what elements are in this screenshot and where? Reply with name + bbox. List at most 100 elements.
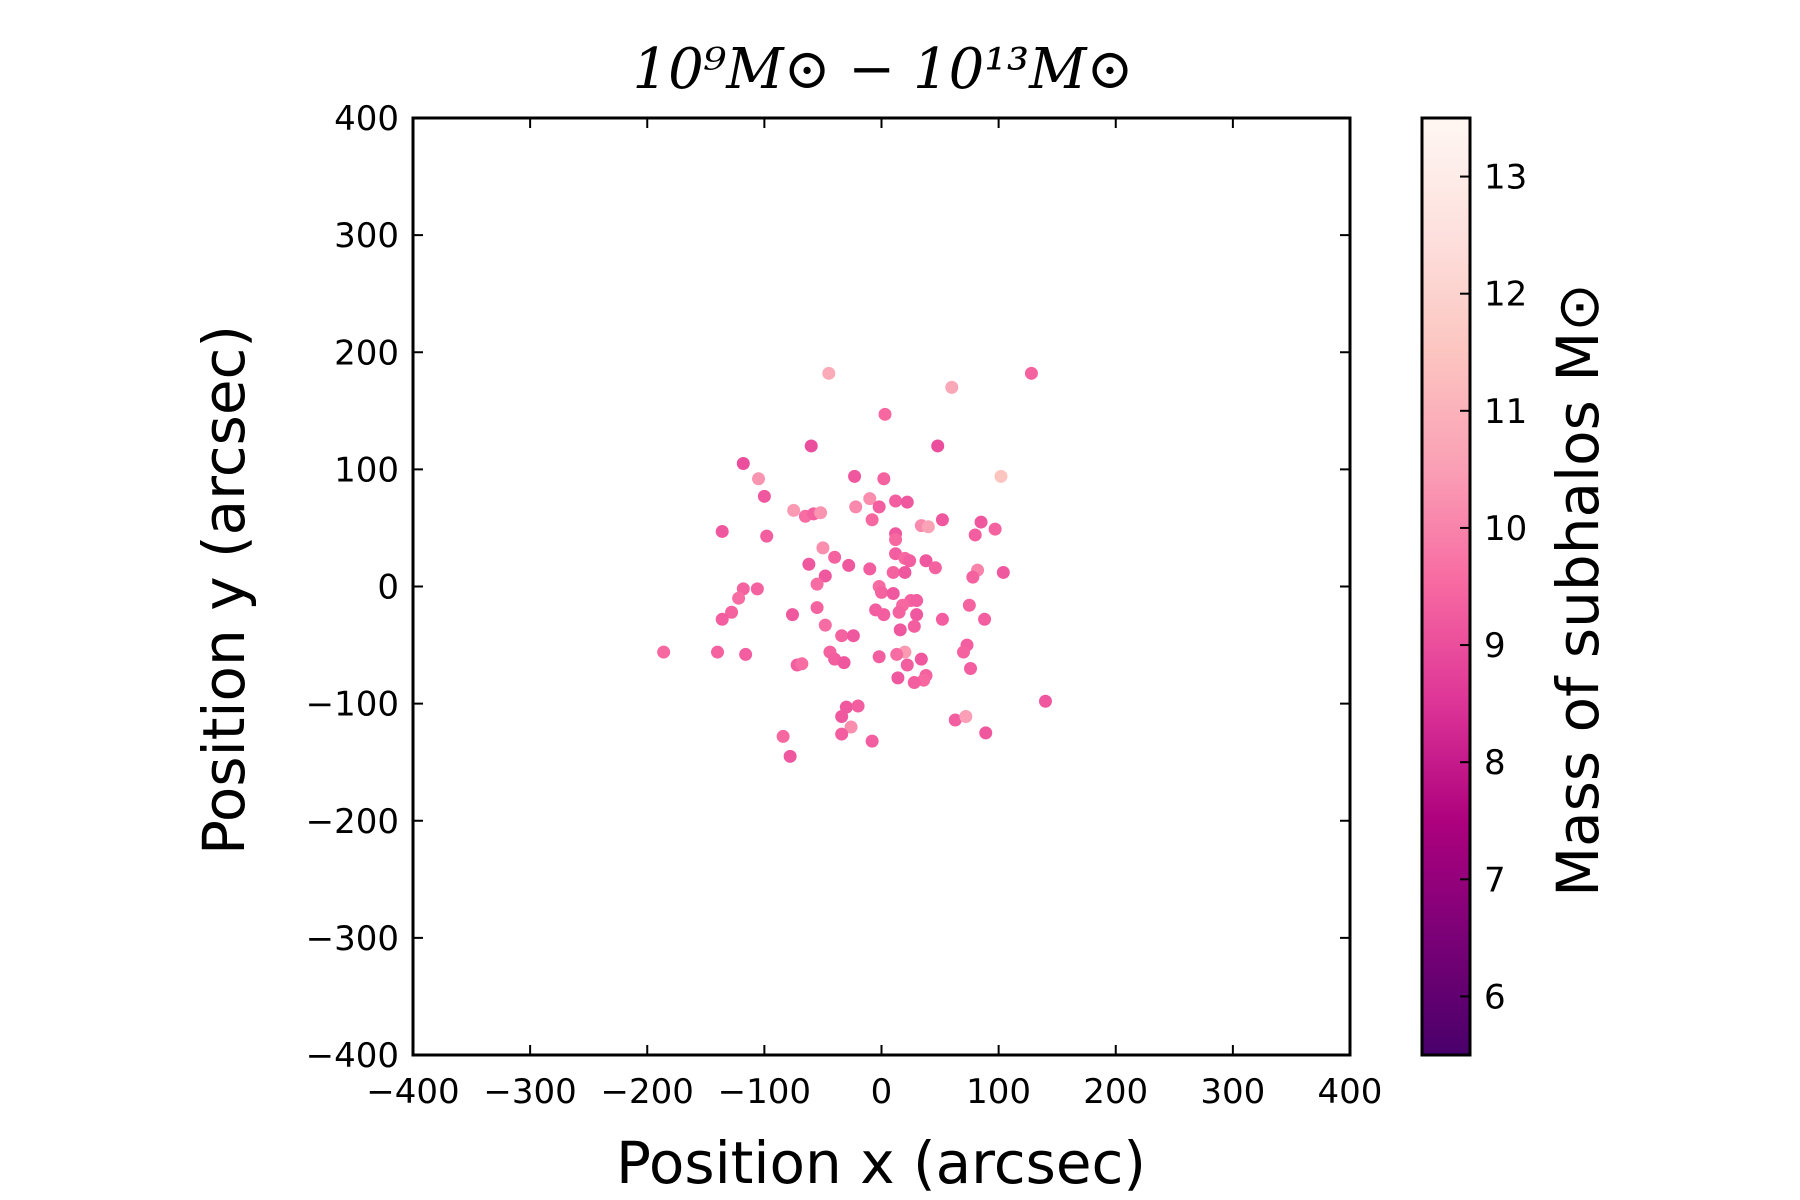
x-tick-label: 0 [871, 1072, 893, 1112]
colorbar-ticks: 6 7 8 9 10 11 12 13 [1460, 158, 1527, 1017]
data-point [822, 366, 836, 380]
data-point [787, 503, 801, 517]
data-point [914, 652, 928, 666]
y-tick-label: 100 [334, 450, 399, 490]
data-point [877, 472, 891, 486]
colorbar-tick-label: 12 [1484, 275, 1527, 315]
data-point [921, 520, 935, 534]
colorbar-tick-label: 7 [1484, 860, 1506, 900]
colorbar-tick-label: 10 [1484, 509, 1527, 549]
data-point [846, 629, 860, 643]
data-point [757, 489, 771, 503]
data-point [898, 565, 912, 579]
colorbar-tick-label: 11 [1484, 392, 1527, 432]
x-tick-label: −200 [601, 1072, 694, 1112]
data-point [835, 710, 849, 724]
data-point [966, 570, 980, 584]
data-point [907, 619, 921, 633]
data-point [872, 500, 886, 514]
data-point [877, 608, 891, 622]
data-point [962, 598, 976, 612]
x-axis-ticks: −400 −300 −200 −100 0 100 200 300 400 [366, 118, 1382, 1112]
data-point [849, 500, 863, 514]
data-point [844, 720, 858, 734]
data-point [795, 657, 809, 671]
data-point [828, 550, 842, 564]
data-point [903, 554, 917, 568]
data-point [935, 612, 949, 626]
data-point [732, 591, 746, 605]
data-point [893, 623, 907, 637]
data-point [842, 558, 856, 572]
data-point [956, 645, 970, 659]
data-point [945, 380, 959, 394]
data-point [910, 594, 924, 608]
data-point [900, 495, 914, 509]
y-tick-label: 200 [334, 333, 399, 373]
x-tick-label: 300 [1200, 1072, 1265, 1112]
data-point [783, 749, 797, 763]
data-point [886, 565, 900, 579]
data-point [750, 582, 764, 596]
data-point [736, 457, 750, 471]
data-point [752, 472, 766, 486]
data-point [863, 562, 877, 576]
data-point [835, 629, 849, 643]
data-point [1024, 366, 1038, 380]
x-tick-label: −300 [483, 1072, 576, 1112]
data-point [974, 515, 988, 529]
data-point [865, 513, 879, 527]
data-point [996, 565, 1010, 579]
data-point [837, 656, 851, 670]
data-point [988, 522, 1002, 536]
data-point [889, 533, 903, 547]
data-point [848, 469, 862, 483]
y-axis-label: Position y (arcsec) [190, 325, 258, 855]
y-tick-label: −400 [306, 1036, 399, 1076]
data-point [872, 650, 886, 664]
data-point [910, 608, 924, 622]
x-tick-label: 400 [1318, 1072, 1383, 1112]
x-axis-label: Position x (arcsec) [616, 1129, 1146, 1197]
data-point [711, 645, 725, 659]
data-point [919, 554, 933, 568]
data-point [865, 734, 879, 748]
data-point [928, 561, 942, 575]
plot-area: −400 −300 −200 −100 0 100 200 300 400 −400 −300 −2… [306, 99, 1383, 1112]
data-point [948, 713, 962, 727]
y-tick-label: 0 [377, 568, 399, 608]
data-point [785, 608, 799, 622]
colorbar: 6 7 8 9 10 11 12 13 Mass of subhalos M⊙ [1420, 116, 1612, 1057]
data-point [994, 469, 1008, 483]
y-axis-ticks: −400 −300 −200 −100 0 100 200 300 400 [306, 99, 1350, 1076]
data-point [979, 726, 993, 740]
x-tick-label: −400 [366, 1072, 459, 1112]
data-point [851, 699, 865, 713]
chart-title: 10⁹M⊙ − 10¹³M⊙ [633, 37, 1134, 102]
colorbar-bar [1420, 116, 1472, 1057]
data-point [907, 676, 921, 690]
data-points [657, 366, 1052, 763]
colorbar-tick-label: 9 [1484, 626, 1506, 666]
data-point [816, 541, 830, 555]
data-point [715, 524, 729, 538]
data-point [935, 513, 949, 527]
colorbar-tick-label: 13 [1484, 158, 1527, 198]
data-point [891, 671, 905, 685]
data-point [810, 601, 824, 615]
data-point [804, 439, 818, 453]
data-point [776, 729, 790, 743]
data-point [900, 658, 914, 672]
data-point [892, 605, 906, 619]
data-point [886, 587, 900, 601]
data-point [931, 439, 945, 453]
x-tick-label: −100 [718, 1072, 811, 1112]
data-point [814, 506, 828, 520]
data-point [657, 645, 671, 659]
x-tick-label: 200 [1083, 1072, 1148, 1112]
data-point [890, 647, 904, 661]
colorbar-label: Mass of subhalos M⊙ [1544, 283, 1612, 897]
data-point [835, 727, 849, 741]
colorbar-tick-label: 6 [1484, 977, 1506, 1017]
